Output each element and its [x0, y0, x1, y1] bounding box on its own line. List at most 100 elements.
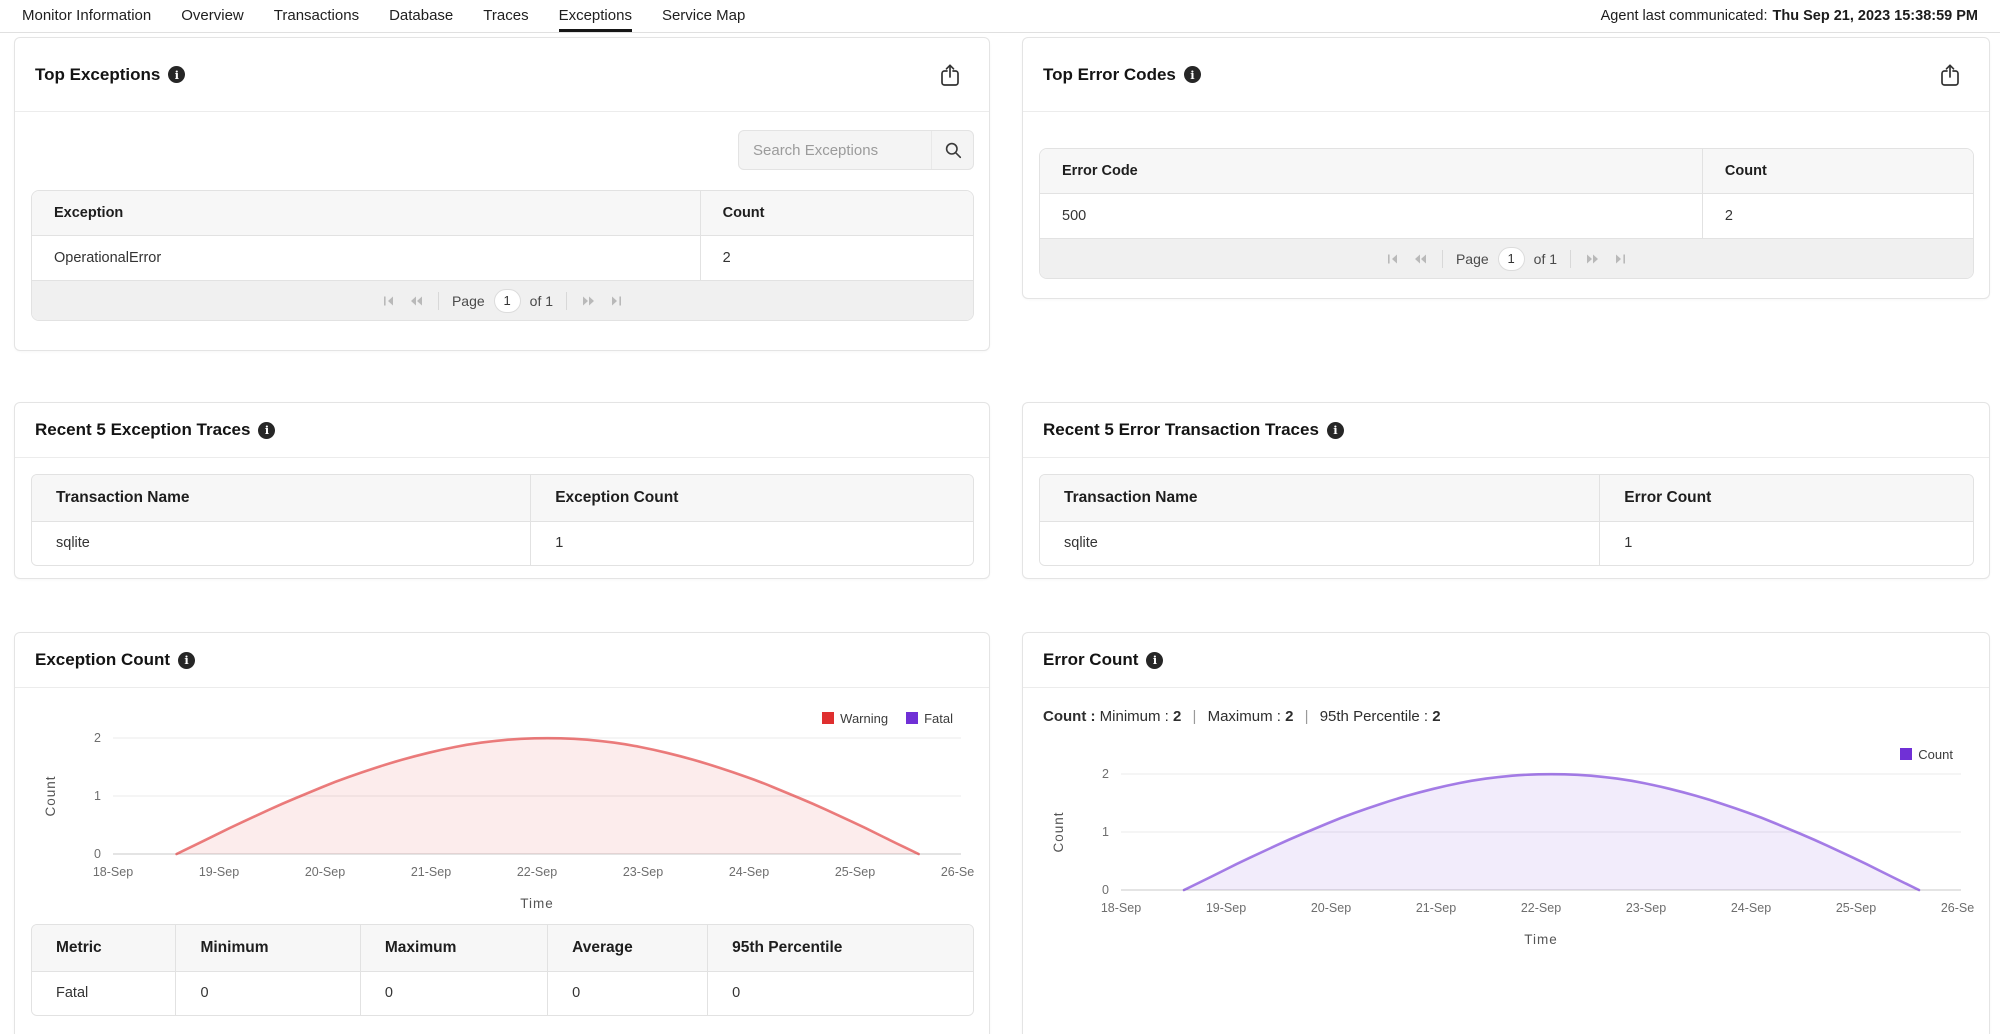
table-row[interactable]: sqlite 1 [1040, 521, 1973, 565]
table-header-row: Error Code Count [1040, 149, 1973, 194]
table-cell: OperationalError [32, 235, 701, 280]
column-header: 95th Percentile [707, 925, 973, 972]
column-header: Exception [32, 191, 701, 236]
panel-header: Recent 5 Error Transaction Traces i [1023, 403, 1989, 458]
page-of-label: of 1 [529, 292, 554, 309]
svg-text:18-Sep: 18-Sep [1101, 901, 1141, 915]
tab-exceptions[interactable]: Exceptions [558, 0, 632, 32]
export-icon[interactable] [939, 63, 961, 87]
pagination-divider [1441, 249, 1443, 268]
recent-exception-traces-table: Transaction Name Exception Count sqlite 1 [31, 474, 974, 566]
svg-text:1: 1 [1102, 825, 1109, 839]
exception-metric-table: Metric Minimum Maximum Average 95th Percenti… [31, 924, 974, 1016]
svg-text:18-Sep: 18-Sep [93, 865, 133, 879]
svg-text:19-Sep: 19-Sep [199, 865, 239, 879]
top-error-codes-table: Error Code Count 500 2 Page 1 of 1 [1039, 148, 1974, 279]
recent-error-traces-table: Transaction Name Error Count sqlite 1 [1039, 474, 1974, 566]
panel-header: Top Error Codes i [1023, 38, 1989, 112]
table-header-row: Transaction Name Error Count [1040, 475, 1973, 522]
legend-swatch [1900, 748, 1913, 760]
table-row[interactable]: OperationalError 2 [32, 235, 973, 280]
stat-item: Minimum : 2 [1099, 708, 1182, 725]
panel-header: Recent 5 Exception Traces i [15, 403, 989, 458]
tab-traces[interactable]: Traces [483, 7, 529, 24]
tab-transactions[interactable]: Transactions [273, 7, 360, 24]
svg-text:24-Sep: 24-Sep [1731, 901, 1771, 915]
pagination: Page 1 of 1 [1040, 238, 1973, 278]
page-number-input[interactable]: 1 [1497, 246, 1525, 271]
svg-text:Time: Time [520, 896, 554, 911]
page-title-top-exceptions: Top Exceptions i [35, 65, 186, 85]
page-of-label: of 1 [1533, 250, 1558, 267]
panel-top-exceptions: Top Exceptions i [14, 37, 990, 351]
table-cell: 500 [1040, 193, 1703, 238]
first-page-icon[interactable] [381, 294, 398, 308]
search-box [738, 130, 974, 170]
svg-text:2: 2 [1102, 767, 1109, 781]
svg-text:Count: Count [43, 775, 58, 816]
column-header: Transaction Name [1040, 475, 1600, 522]
table-row[interactable]: Fatal 0 0 0 0 [32, 971, 973, 1015]
legend-item-warning[interactable]: Warning [822, 711, 888, 726]
info-icon[interactable]: i [178, 651, 196, 669]
info-icon[interactable]: i [1146, 651, 1164, 669]
svg-text:0: 0 [1102, 883, 1109, 897]
legend-item-count[interactable]: Count [1900, 747, 1953, 762]
svg-text:22-Sep: 22-Sep [1521, 901, 1561, 915]
prev-page-icon[interactable] [1411, 252, 1429, 266]
tab-service-map[interactable]: Service Map [661, 7, 746, 24]
table-cell: 0 [707, 971, 973, 1015]
table-header-row: Metric Minimum Maximum Average 95th Percenti… [32, 925, 973, 972]
last-page-icon[interactable] [607, 294, 624, 308]
svg-text:20-Sep: 20-Sep [1311, 901, 1351, 915]
search-icon[interactable] [931, 131, 973, 169]
panel-header: Error Count i [1023, 633, 1989, 688]
next-page-icon[interactable] [1584, 252, 1602, 266]
pagination-divider [566, 291, 568, 310]
page-title-recent-exception-traces: Recent 5 Exception Traces i [35, 420, 276, 440]
last-page-icon[interactable] [1611, 252, 1628, 266]
info-icon[interactable]: i [168, 66, 186, 83]
info-icon[interactable]: i [258, 421, 276, 439]
column-header: Count [699, 191, 973, 236]
agent-last-communicated: Agent last communicated: Thu Sep 21, 202… [1601, 0, 1978, 32]
dashboard-grid: Top Exceptions i [14, 37, 1990, 1034]
tab-monitor-information[interactable]: Monitor Information [22, 7, 152, 24]
next-page-icon[interactable] [580, 294, 598, 308]
prev-page-icon[interactable] [407, 294, 425, 308]
svg-text:25-Sep: 25-Sep [835, 865, 875, 879]
page-label: Page [1455, 250, 1489, 267]
table-row[interactable]: 500 2 [1040, 193, 1973, 238]
page-label: Page [451, 292, 485, 309]
table-cell: 0 [175, 971, 361, 1015]
legend-item-fatal[interactable]: Fatal [906, 711, 953, 726]
svg-text:23-Sep: 23-Sep [1626, 901, 1666, 915]
pagination-divider [437, 291, 439, 310]
table-cell: 1 [530, 521, 973, 565]
table-cell: sqlite [32, 521, 531, 565]
svg-text:Count: Count [1051, 811, 1066, 852]
first-page-icon[interactable] [1385, 252, 1402, 266]
info-icon[interactable]: i [1183, 66, 1201, 83]
svg-text:26-Sep: 26-Sep [941, 865, 975, 879]
table-cell: Fatal [32, 971, 176, 1015]
table-header-row: Transaction Name Exception Count [32, 475, 973, 522]
page-title-top-error-codes: Top Error Codes i [1043, 65, 1201, 85]
stat-divider: | [1304, 708, 1309, 725]
search-exceptions-input[interactable] [739, 141, 931, 159]
table-row[interactable]: sqlite 1 [32, 521, 973, 565]
info-icon[interactable]: i [1326, 421, 1344, 439]
table-cell: 2 [1701, 193, 1973, 238]
agent-last-communicated-label: Agent last communicated: [1600, 8, 1768, 24]
search-row [15, 112, 989, 170]
tab-database[interactable]: Database [389, 7, 454, 24]
panel-error-count: Error Count i Count : Minimum : 2 | Maxi… [1022, 632, 1990, 1034]
page-number-input[interactable]: 1 [493, 288, 521, 313]
pagination: Page 1 of 1 [32, 280, 973, 320]
error-count-chart: 0 1 2 18-Sep 19-Sep 20-Sep 21-Sep 22-Sep 23-Sep 2… [1051, 767, 1975, 947]
column-header: Average [547, 925, 708, 972]
export-icon[interactable] [1939, 63, 1961, 87]
nav-tabs: Monitor Information Overview Transactions D… [22, 0, 745, 32]
tab-overview[interactable]: Overview [181, 7, 244, 24]
